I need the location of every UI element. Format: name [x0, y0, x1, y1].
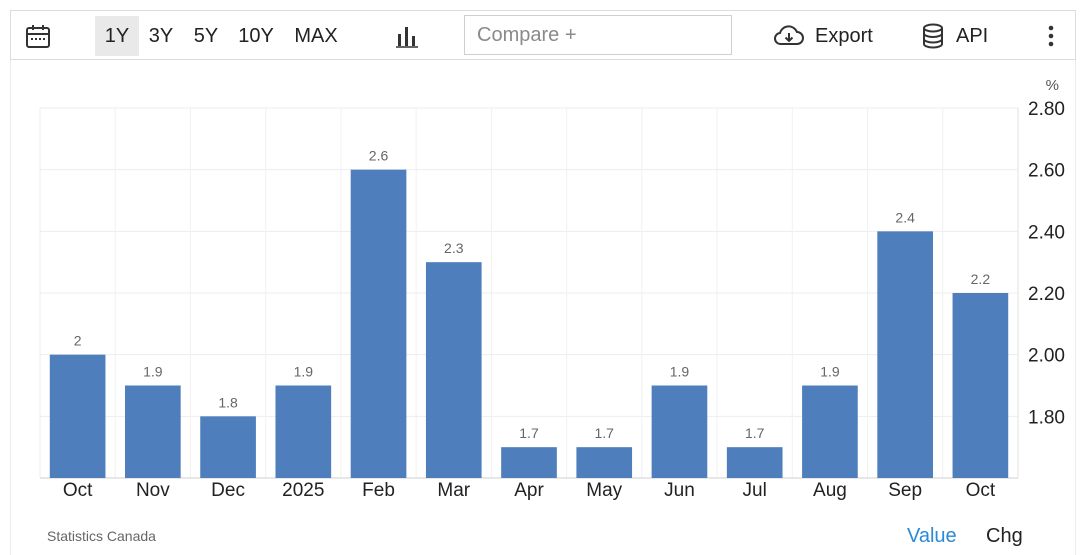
- x-tick-label: Jul: [743, 480, 767, 501]
- bar[interactable]: [726, 447, 783, 478]
- range-5y-button[interactable]: 5Y: [193, 25, 219, 47]
- range-1y-button[interactable]: 1Y: [95, 16, 139, 56]
- export-label: Export: [815, 24, 873, 47]
- data-label: 1.9: [143, 364, 163, 380]
- y-tick-label: 2.40: [1028, 222, 1065, 243]
- cloud-download-icon: [773, 24, 805, 48]
- bar-chart: 2 1.9 1.8 1.9 2.6 2.3 1.7 1.7 1.9 1.7 1.9 2.4 2.2 1.…: [39, 77, 1065, 501]
- api-button[interactable]: API: [922, 16, 988, 56]
- y-tick-label: 2.20: [1028, 284, 1065, 305]
- y-axis-unit: %: [1046, 77, 1059, 94]
- data-label: 1.9: [294, 364, 314, 380]
- bar[interactable]: [425, 262, 482, 478]
- range-3y-button[interactable]: 3Y: [148, 25, 174, 47]
- bar-chart-icon[interactable]: [395, 24, 419, 48]
- api-label: API: [956, 24, 989, 47]
- bar[interactable]: [350, 169, 407, 478]
- x-tick-label: Mar: [437, 480, 470, 501]
- x-tick-label: Oct: [966, 480, 996, 501]
- x-tick-label: Nov: [136, 480, 170, 501]
- y-tick-label: 2.00: [1028, 346, 1065, 367]
- x-tick-label: Apr: [514, 480, 544, 501]
- x-tick-label: May: [586, 480, 622, 501]
- data-label: 2.6: [369, 148, 389, 164]
- x-tick-label: Aug: [813, 480, 847, 501]
- range-max-button[interactable]: MAX: [294, 25, 338, 47]
- x-tick-label: Sep: [888, 480, 922, 501]
- bar[interactable]: [651, 385, 708, 479]
- y-tick-label: 2.60: [1028, 161, 1065, 182]
- bar[interactable]: [576, 447, 633, 478]
- data-label: 1.7: [594, 425, 614, 441]
- data-label: 2.3: [444, 240, 464, 256]
- y-tick-label: 2.80: [1028, 99, 1065, 120]
- y-tick-label: 1.80: [1028, 407, 1065, 428]
- x-tick-label: Jun: [664, 480, 695, 501]
- export-button[interactable]: Export: [773, 16, 873, 56]
- data-label: 1.9: [820, 364, 840, 380]
- bar[interactable]: [877, 231, 933, 478]
- data-label: 2.4: [895, 209, 915, 225]
- value-view-toggle[interactable]: Value: [907, 525, 957, 547]
- data-label: 2: [74, 333, 82, 349]
- chart-frame: [10, 60, 1076, 555]
- data-label: 1.8: [218, 394, 238, 410]
- data-label: 1.9: [670, 364, 690, 380]
- bar[interactable]: [802, 385, 858, 479]
- data-label: 1.7: [519, 425, 539, 441]
- x-tick-label: 2025: [282, 480, 324, 501]
- data-label: 2.2: [971, 271, 991, 287]
- calendar-icon[interactable]: [25, 24, 51, 50]
- data-label: 1.7: [745, 425, 765, 441]
- x-tick-label: Dec: [211, 480, 245, 501]
- bar[interactable]: [200, 416, 256, 478]
- change-view-toggle[interactable]: Chg: [986, 525, 1023, 547]
- data-source: Statistics Canada: [47, 528, 156, 544]
- bar[interactable]: [49, 354, 106, 478]
- chart-toolbar: 1Y 3Y 5Y 10Y MAX Export: [10, 10, 1076, 60]
- bar[interactable]: [501, 447, 557, 478]
- bar[interactable]: [952, 293, 1009, 478]
- more-vertical-icon[interactable]: [1041, 23, 1061, 49]
- range-10y-button[interactable]: 10Y: [238, 25, 274, 47]
- x-tick-label: Oct: [63, 480, 93, 501]
- database-icon: [922, 23, 944, 49]
- compare-input[interactable]: [464, 15, 732, 55]
- bar[interactable]: [275, 385, 332, 479]
- x-tick-label: Feb: [362, 480, 395, 501]
- bar[interactable]: [125, 385, 181, 479]
